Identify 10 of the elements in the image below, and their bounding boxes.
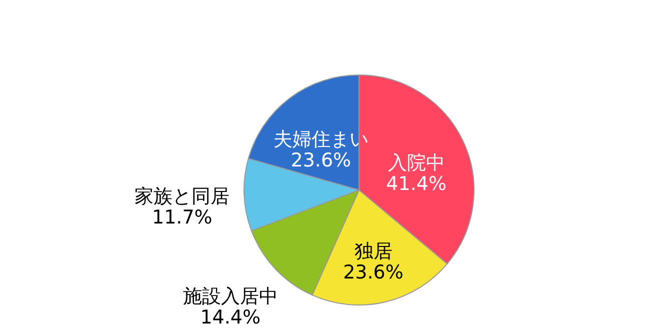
slice-label: 家族と同居 [134,186,230,208]
data-label: 41.4% [386,173,446,196]
data-label: 11.7% [152,206,212,229]
data-label: 23.6% [343,262,404,284]
slice-label: 夫婦住まい [273,128,368,151]
data-label: 23.6% [290,150,352,172]
slice-label: 入院中 [388,152,445,174]
slice-label: 独居 [354,240,392,263]
data-label: 14.4% [200,306,261,328]
slice-label: 施設入居中 [182,285,278,308]
